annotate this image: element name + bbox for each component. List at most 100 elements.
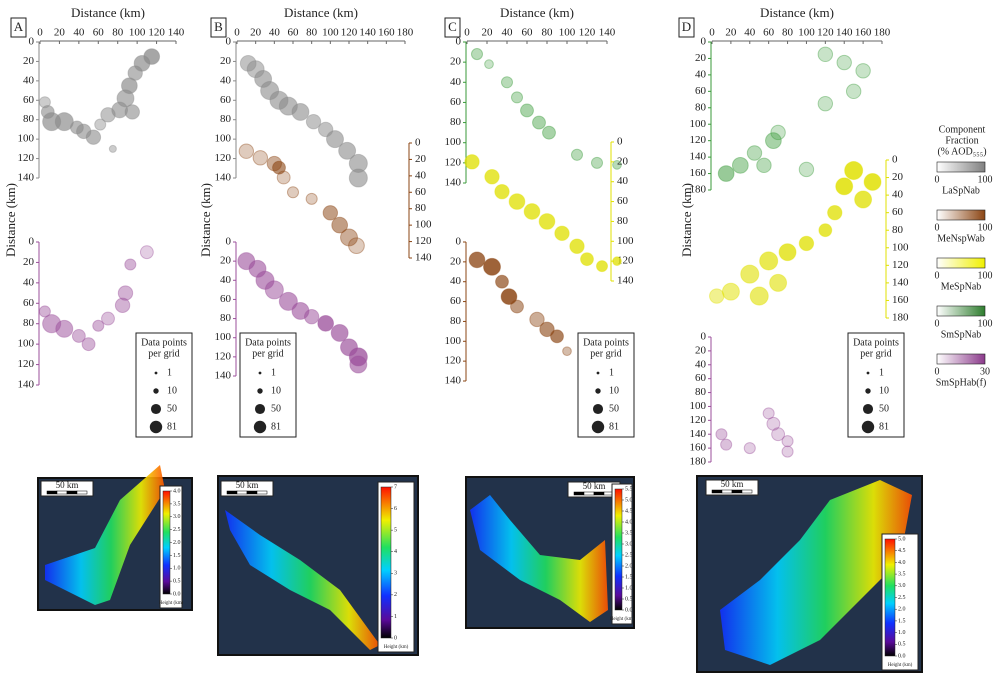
bubble (529, 311, 545, 328)
y-tick-label: 120 (215, 152, 232, 164)
colorbar-title: Height (km) (888, 663, 913, 668)
y-tick-label: 120 (18, 358, 35, 370)
bubble (717, 165, 735, 182)
size-legend-marker (153, 388, 159, 394)
bubble (495, 274, 509, 289)
x-tick-label: 60 (763, 27, 775, 39)
bubble (42, 314, 62, 334)
y-tick-label: 0 (456, 36, 462, 48)
bubble (612, 160, 622, 170)
scale-bar-segment (711, 489, 723, 494)
y-tick-label: 120 (445, 355, 462, 367)
y-tick-label: 80 (220, 312, 232, 324)
bubble (715, 428, 728, 441)
x-tick-label: 180 (397, 27, 414, 39)
size-legend-title: per grid (590, 348, 621, 359)
bubble (827, 204, 843, 221)
scale-bar-segment (593, 491, 605, 496)
bubble (124, 104, 140, 120)
scale-bar-segment (66, 490, 78, 495)
legend-colorbar (936, 161, 986, 173)
y-tick-label: 100 (445, 335, 462, 347)
bubble (494, 183, 510, 200)
y-tick-label: 100 (690, 118, 707, 130)
colorbar-tick-label: 4.5 (625, 508, 633, 514)
legend-colorbar (936, 305, 986, 317)
size-legend-label: 1 (271, 367, 276, 378)
colorbar-tick-label: 4.0 (898, 560, 906, 566)
bubble (100, 107, 116, 123)
size-legend-marker (865, 388, 871, 394)
x-tick-label: 160 (855, 27, 872, 39)
y-tick-label: 40 (695, 358, 707, 370)
size-legend-title: Data points (141, 337, 187, 348)
x-tick-label: 40 (502, 27, 514, 39)
bubble (798, 235, 815, 252)
bubble (562, 346, 572, 357)
colorbar-tick-label: 3.5 (898, 571, 906, 577)
colorbar-tick-label: 4.5 (898, 548, 906, 554)
bubble (338, 141, 357, 160)
x-tick-label: 140 (168, 27, 185, 39)
colorbar (162, 490, 171, 595)
y-tick-label: 20 (220, 55, 232, 67)
colorbar-tick-label: 3.5 (625, 530, 633, 536)
colorbar-tick-label: 0.5 (898, 642, 906, 648)
y-tick-label: 40 (450, 76, 462, 88)
colorbar-tick-label: 6 (394, 506, 397, 512)
bubble (520, 103, 534, 118)
y-tick-label: 140 (690, 151, 707, 163)
y-tick-label: 0 (617, 136, 623, 148)
colorbar-tick-label: 1.0 (625, 585, 633, 591)
bubble (746, 145, 763, 161)
bubble (542, 125, 556, 140)
y-tick-label: 180 (690, 184, 707, 196)
colorbar (614, 488, 623, 611)
y-tick-label: 20 (617, 155, 629, 167)
y-tick-label: 20 (892, 171, 904, 183)
y-tick-label: 100 (617, 235, 634, 247)
x-tick-label: 120 (579, 27, 596, 39)
y-tick-label: 120 (415, 235, 432, 247)
colorbar-tick-label: 1.5 (898, 618, 906, 624)
scale-bar-segment (721, 489, 733, 494)
size-legend-label: 1 (609, 367, 614, 378)
bubble (756, 157, 772, 174)
bubble (92, 319, 105, 332)
size-legend-box (847, 332, 905, 438)
scale-bar-segment (56, 490, 68, 495)
bubble (278, 291, 298, 311)
y-tick-label: 120 (690, 414, 707, 426)
legend-colorbar (936, 209, 986, 221)
x-axis-title: Distance (km) (760, 5, 834, 20)
size-legend-marker (591, 420, 605, 434)
legend-tick-label: 100 (978, 318, 993, 329)
colorbar-tick-label: 4 (394, 549, 397, 555)
size-legend-label: 81 (271, 421, 281, 432)
y-tick-label: 40 (617, 175, 629, 187)
size-legend-marker (592, 403, 604, 415)
bubble (770, 124, 786, 141)
size-legend-label: 10 (271, 385, 281, 396)
colorbar-tick-label: 3 (394, 571, 397, 577)
bubble (781, 445, 794, 458)
scale-bar-label: 50 km (721, 479, 744, 489)
colorbar-tick-label: 3.0 (625, 541, 633, 547)
colorbar (884, 538, 896, 657)
scale-bar-segment (256, 490, 268, 495)
y-tick-label: 80 (695, 386, 707, 398)
y-tick-label: 0 (701, 331, 707, 343)
bubble (854, 190, 873, 209)
y-tick-label: 80 (450, 315, 462, 327)
y-axis-title: Distance (km) (3, 183, 18, 257)
scale-bar-segment (741, 489, 753, 494)
y-tick-label: 0 (415, 137, 421, 149)
x-tick-label: 20 (250, 27, 262, 39)
y-tick-label: 40 (23, 74, 35, 86)
scale-bar-segment (731, 489, 743, 494)
bubble (532, 115, 546, 130)
x-tick-label: 100 (559, 27, 576, 39)
colorbar-tick-label: 1.0 (173, 566, 181, 572)
y-tick-label: 180 (690, 456, 707, 468)
colorbar-tick-label: 3.0 (898, 583, 906, 589)
